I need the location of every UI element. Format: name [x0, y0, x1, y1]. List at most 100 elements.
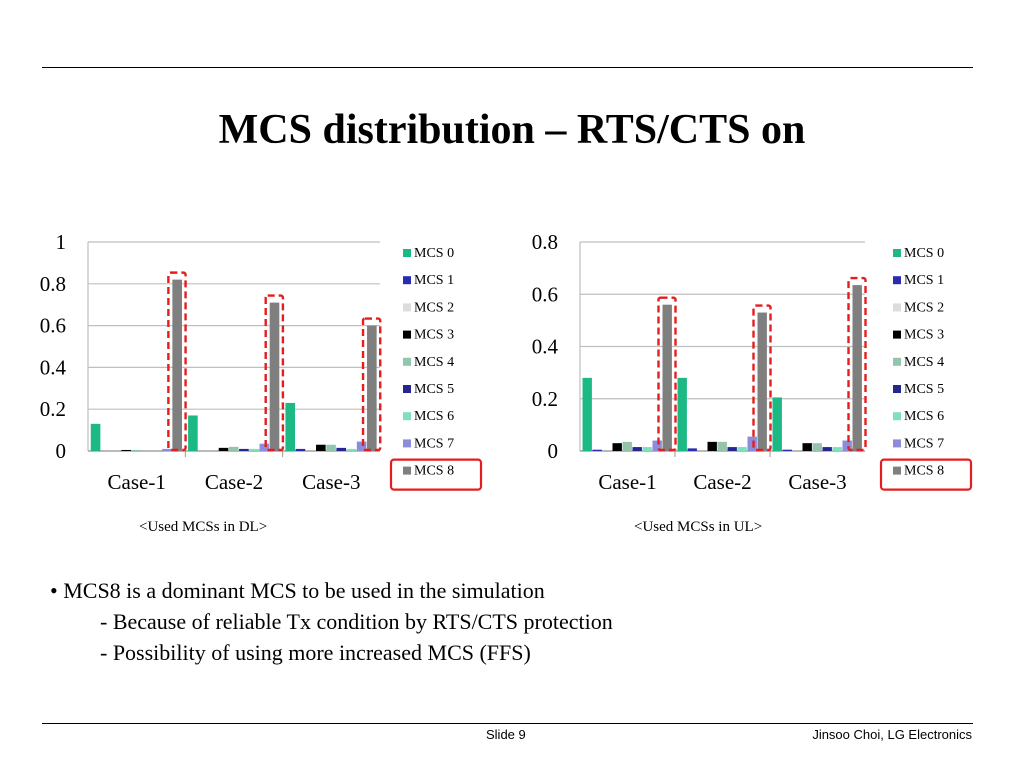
legend-label-mcs-4: MCS 4	[414, 355, 454, 370]
bar-mcs-5-case-3	[336, 447, 347, 451]
bar-mcs-0-case-3	[285, 402, 296, 451]
legend-label-mcs-4: MCS 4	[904, 355, 944, 370]
bar-mcs-1-case-1	[592, 449, 602, 451]
legend-label-mcs-2: MCS 2	[414, 300, 454, 315]
legend-swatch-mcs-7	[403, 439, 411, 448]
bar-mcs-1-case-3	[782, 449, 792, 451]
legend-swatch-mcs-8	[893, 466, 901, 475]
highlight-box-case-3	[361, 317, 382, 452]
legend-swatch-mcs-8	[403, 466, 411, 475]
legend-label-mcs-0: MCS 0	[414, 246, 454, 261]
bar-mcs-0-case-2	[188, 415, 198, 451]
legend-swatch-mcs-3	[893, 330, 901, 339]
bar-mcs-0-case-1	[90, 423, 101, 451]
legend-label-mcs-6: MCS 6	[904, 409, 944, 424]
y-tick-label: 0.8	[532, 230, 558, 254]
bar-mcs-8-case-1	[172, 279, 182, 451]
bullet-subitem: - Because of reliable Tx condition by RT…	[100, 609, 613, 634]
y-tick-label: 0	[56, 439, 67, 463]
highlight-box-case-2	[264, 294, 285, 452]
ul-mcs-chart: 0 0.2 0.4 0.6 0.8 Case-1 Case-2 Case-3 MCS 0 MCS …	[532, 230, 973, 494]
bar-mcs-7-case-1	[162, 448, 172, 451]
bar-mcs-0-case-1	[582, 377, 592, 451]
legend-swatch-mcs-6	[893, 412, 901, 421]
x-category-label: Case-3	[302, 470, 360, 494]
legend-label-mcs-2: MCS 2	[904, 300, 944, 315]
bar-mcs-4-case-1	[131, 449, 142, 451]
y-tick-label: 0.2	[40, 397, 66, 421]
bar-mcs-8-case-3	[367, 325, 377, 451]
x-category-label: Case-3	[788, 470, 846, 494]
x-category-label: Case-1	[108, 470, 166, 494]
legend-swatch-mcs-1	[403, 276, 411, 285]
dl-mcs-chart: 0 0.2 0.4 0.6 0.8 1 Case-1 Case-2 Case-3 MCS 0 MCS…	[40, 230, 483, 494]
bar-mcs-7-case-3	[842, 440, 852, 451]
bar-mcs-1-case-3	[295, 448, 306, 451]
bar-mcs-7-case-2	[259, 443, 270, 451]
bar-mcs-4-case-2	[228, 446, 239, 451]
bar-mcs-6-case-1	[642, 447, 652, 451]
legend-label-mcs-0: MCS 0	[904, 246, 944, 261]
header-rule	[42, 67, 973, 68]
footer-slide-number: Slide 9	[486, 727, 526, 742]
bar-mcs-3-case-1	[121, 449, 131, 451]
bar-mcs-0-case-3	[772, 397, 782, 451]
bar-mcs-0-case-2	[677, 377, 687, 451]
y-tick-label: 0	[548, 439, 559, 463]
bar-mcs-3-case-3	[316, 444, 326, 451]
legend-swatch-mcs-0	[403, 249, 411, 257]
bar-mcs-3-case-3	[802, 443, 812, 451]
highlight-box-case-1	[657, 296, 677, 452]
y-tick-label: 0.6	[532, 282, 558, 306]
bar-mcs-7-case-2	[747, 436, 757, 451]
legend-swatch-mcs-2	[893, 303, 901, 312]
legend-label-mcs-8: MCS 8	[904, 464, 944, 479]
bullet-subitem: - Possibility of using more increased MC…	[100, 640, 531, 665]
legend-highlight-box	[389, 458, 483, 491]
legend-swatch-mcs-5	[893, 385, 901, 393]
x-category-label: Case-2	[693, 470, 751, 494]
legend-label-mcs-3: MCS 3	[904, 328, 944, 343]
bar-mcs-3-case-1	[612, 443, 622, 451]
bar-mcs-6-case-3	[832, 447, 842, 451]
legend-swatch-mcs-1	[893, 276, 901, 285]
x-category-label: Case-1	[598, 470, 656, 494]
bar-mcs-5-case-3	[822, 447, 832, 451]
bar-mcs-8-case-2	[269, 302, 280, 451]
legend-label-mcs-1: MCS 1	[414, 273, 454, 288]
legend-swatch-mcs-0	[893, 249, 901, 257]
bar-mcs-8-case-1	[662, 304, 672, 451]
slide-title: MCS distribution – RTS/CTS on	[218, 107, 806, 153]
bar-mcs-4-case-3	[812, 443, 822, 451]
footer-author: Jinsoo Choi, LG Electronics	[812, 727, 972, 742]
legend-label-mcs-7: MCS 7	[414, 436, 454, 451]
legend-label-mcs-3: MCS 3	[414, 328, 454, 343]
bar-mcs-8-case-2	[757, 312, 767, 451]
bar-mcs-4-case-1	[622, 441, 632, 451]
footer-rule	[42, 723, 973, 724]
legend-swatch-mcs-4	[893, 357, 901, 366]
legend-highlight-box	[879, 458, 973, 491]
legend-swatch-mcs-7	[893, 439, 901, 448]
legend-label-mcs-8: MCS 8	[414, 464, 454, 479]
bullet-dot: •	[50, 578, 58, 603]
bullet-item: • MCS8 is a dominant MCS to be used in t…	[50, 575, 613, 606]
legend-label-mcs-7: MCS 7	[904, 436, 944, 451]
bar-mcs-4-case-3	[326, 444, 336, 451]
highlight-box-case-2	[752, 304, 772, 452]
y-tick-label: 0.4	[40, 355, 67, 379]
legend-label-mcs-6: MCS 6	[414, 409, 454, 424]
y-tick-label: 0.2	[532, 387, 558, 411]
ul-caption: <Used MCSs in UL>	[634, 519, 763, 535]
bar-mcs-3-case-2	[218, 447, 229, 451]
bar-mcs-7-case-3	[356, 441, 367, 451]
legend-swatch-mcs-6	[403, 412, 411, 421]
bar-mcs-5-case-2	[727, 447, 737, 451]
bar-mcs-5-case-2	[239, 448, 249, 451]
bar-mcs-6-case-2	[737, 447, 747, 451]
bar-mcs-7-case-1	[652, 440, 662, 451]
bar-mcs-8-case-3	[852, 285, 862, 451]
bar-mcs-6-case-3	[346, 448, 357, 451]
y-tick-label: 0.6	[40, 314, 66, 338]
bar-mcs-5-case-1	[632, 447, 642, 451]
